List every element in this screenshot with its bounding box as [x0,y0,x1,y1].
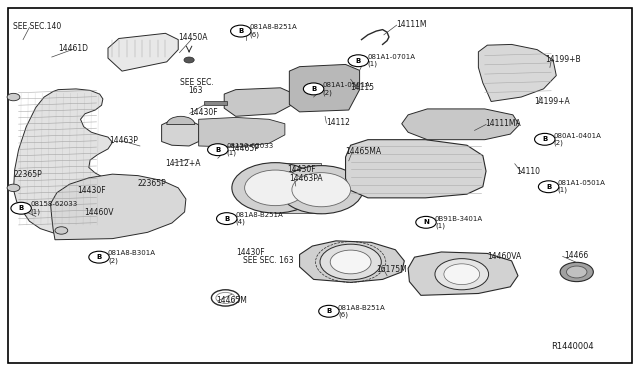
Circle shape [566,266,587,278]
Text: 14111M: 14111M [397,20,427,29]
Circle shape [560,262,593,282]
Circle shape [244,170,306,206]
Text: 22365P: 22365P [13,170,42,179]
Polygon shape [198,118,285,147]
Text: B: B [238,28,243,34]
Text: 081A1-0501A
(2): 081A1-0501A (2) [323,82,371,96]
Text: 081A8-B301A
(2): 081A8-B301A (2) [108,250,156,264]
Polygon shape [162,120,198,146]
Text: 14199+A: 14199+A [534,97,570,106]
Text: 14199+B: 14199+B [545,55,580,64]
Text: B: B [326,308,332,314]
Text: 081A8-B251A
(4): 081A8-B251A (4) [236,212,284,225]
Circle shape [7,184,20,192]
Text: 14112: 14112 [326,118,350,127]
Circle shape [320,244,381,280]
Text: 08158-62033
(1): 08158-62033 (1) [30,202,77,215]
Circle shape [534,134,555,145]
Polygon shape [51,174,186,240]
Text: 081A8-B251A
(6): 081A8-B251A (6) [338,305,386,318]
Text: 22365P: 22365P [138,179,167,187]
Text: SEE SEC. 163: SEE SEC. 163 [243,256,294,264]
Text: 16175M: 16175M [376,265,407,274]
Text: 14465P: 14465P [230,144,259,153]
Text: SEE SEC.140: SEE SEC.140 [13,22,61,31]
Polygon shape [478,44,556,102]
Text: 14430F: 14430F [189,108,218,117]
Circle shape [348,55,369,67]
Circle shape [216,213,237,225]
Text: 14450A: 14450A [178,33,208,42]
Text: 081A8-B251A
(6): 081A8-B251A (6) [250,24,298,38]
Polygon shape [402,109,519,140]
Circle shape [230,25,251,37]
Polygon shape [204,101,227,105]
Text: 14465MA: 14465MA [346,147,381,156]
Circle shape [89,251,109,263]
Text: 14111MA: 14111MA [484,119,520,128]
Circle shape [416,217,436,228]
Bar [275,163,321,213]
Text: 14466: 14466 [564,251,588,260]
Polygon shape [108,33,178,71]
Polygon shape [300,241,404,282]
Text: 14430F: 14430F [77,186,106,195]
Polygon shape [13,89,113,235]
Circle shape [292,173,351,207]
Text: 14115: 14115 [351,83,374,92]
Circle shape [435,259,488,290]
Text: B: B [546,184,551,190]
Text: 163: 163 [188,86,202,95]
Text: B: B [311,86,316,92]
Text: 080A1-0401A
(2): 080A1-0401A (2) [554,132,602,146]
Text: 14463P: 14463P [109,136,138,145]
Text: 081A1-0501A
(1): 081A1-0501A (1) [557,180,605,193]
Text: 081A1-0701A
(1): 081A1-0701A (1) [367,54,415,67]
Polygon shape [408,252,518,295]
Circle shape [184,57,194,63]
Polygon shape [289,64,360,112]
Circle shape [280,166,363,214]
Polygon shape [346,140,486,198]
Text: B: B [215,147,220,153]
Text: N: N [423,219,429,225]
Text: B: B [224,216,229,222]
Text: 14463PA: 14463PA [289,174,323,183]
Circle shape [207,144,228,155]
Polygon shape [224,88,291,116]
Circle shape [11,202,31,214]
Text: 08150-62033
(1): 08150-62033 (1) [227,143,274,157]
Circle shape [444,264,479,285]
Text: 14110: 14110 [516,167,541,176]
Circle shape [232,163,319,213]
Text: B: B [542,136,547,142]
Text: B: B [97,254,102,260]
Text: 14112+A: 14112+A [166,158,201,167]
Text: 14430F: 14430F [287,165,316,174]
Circle shape [330,250,371,274]
Text: 14460VA: 14460VA [487,252,522,261]
Text: 14461D: 14461D [58,44,88,53]
Text: 14465M: 14465M [216,296,248,305]
Circle shape [7,93,20,101]
Circle shape [538,181,559,193]
Wedge shape [167,116,195,125]
Text: B: B [19,205,24,211]
Circle shape [319,305,339,317]
Text: R1440004: R1440004 [551,341,594,350]
Text: B: B [356,58,361,64]
Text: 0B91B-3401A
(1): 0B91B-3401A (1) [435,215,483,229]
Text: 14430F: 14430F [236,248,264,257]
Circle shape [303,83,324,95]
Text: 14460V: 14460V [84,208,113,217]
Circle shape [55,227,68,234]
Text: SEE SEC.: SEE SEC. [179,78,213,87]
